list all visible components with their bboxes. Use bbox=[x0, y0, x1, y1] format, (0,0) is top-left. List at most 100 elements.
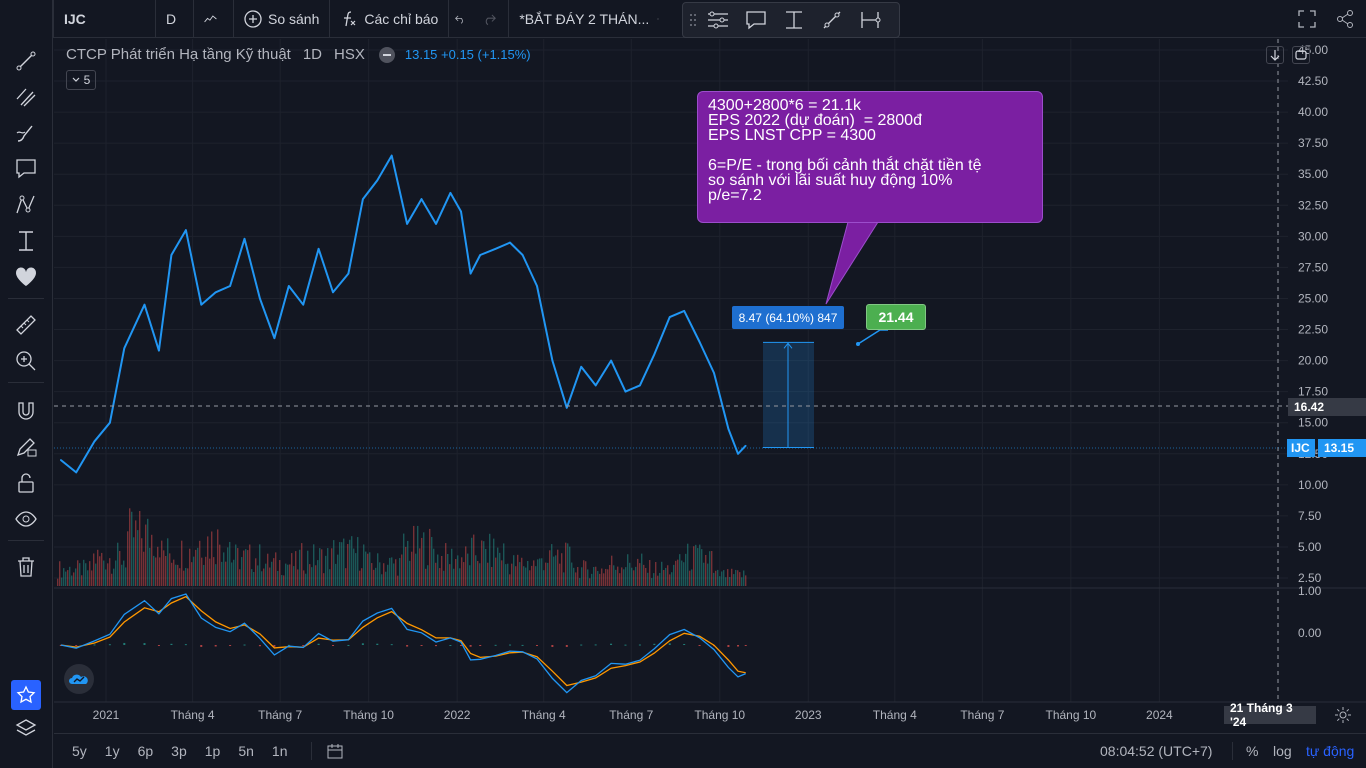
volume-bar bbox=[209, 558, 211, 586]
volume-bar bbox=[287, 564, 289, 586]
fullscreen-icon[interactable] bbox=[1296, 8, 1320, 30]
price-tick-label: 25.00 bbox=[1298, 291, 1328, 305]
brush-icon[interactable] bbox=[13, 120, 39, 146]
clock-label[interactable]: 08:04:52 (UTC+7) bbox=[1100, 743, 1213, 759]
range-button-5y[interactable]: 5y bbox=[72, 743, 87, 759]
pitchfork-icon[interactable] bbox=[13, 84, 39, 110]
trend-line-tool[interactable] bbox=[813, 3, 851, 37]
target-price-label[interactable]: 21.44 bbox=[866, 304, 926, 330]
legend-interval: 1D bbox=[302, 46, 323, 63]
undo-button[interactable] bbox=[449, 0, 477, 38]
volume-bar bbox=[285, 563, 287, 586]
volume-bar bbox=[499, 552, 501, 586]
annotation-line: 4300+2800*6 = 21.1k bbox=[708, 97, 862, 114]
volume-bar bbox=[195, 549, 197, 586]
symbol-search-button[interactable]: IJC bbox=[54, 0, 156, 38]
auto-scale-toggle[interactable]: tự động bbox=[1306, 743, 1355, 759]
macd-histogram-bar bbox=[184, 644, 187, 646]
volume-bar bbox=[373, 569, 375, 586]
volume-bar bbox=[731, 568, 733, 586]
chart-style-button[interactable] bbox=[194, 0, 234, 38]
volume-bar bbox=[325, 555, 327, 586]
volume-bar bbox=[271, 561, 273, 586]
date-range-tool[interactable] bbox=[851, 3, 889, 37]
macd-histogram-bar bbox=[668, 643, 671, 645]
compare-button[interactable]: So sánh bbox=[234, 0, 331, 38]
volume-bar bbox=[561, 553, 563, 586]
magnet-icon[interactable] bbox=[13, 398, 39, 424]
macd-histogram-bar bbox=[376, 643, 379, 645]
range-button-3p[interactable]: 3p bbox=[171, 743, 187, 759]
text-lines-tool[interactable] bbox=[699, 3, 737, 37]
volume-bar bbox=[223, 552, 225, 586]
text-note-icon[interactable] bbox=[13, 156, 39, 182]
symbol-label: IJC bbox=[64, 10, 86, 27]
macd-histogram-bar bbox=[434, 645, 437, 647]
volume-bar bbox=[701, 549, 703, 586]
volume-bar bbox=[465, 546, 467, 586]
volume-bar bbox=[159, 557, 161, 586]
volume-bar bbox=[737, 570, 739, 586]
range-button-1p[interactable]: 1p bbox=[204, 743, 221, 759]
trash-icon[interactable] bbox=[13, 554, 39, 580]
range-button-6p[interactable]: 6p bbox=[137, 743, 154, 759]
time-tick-label: Tháng 7 bbox=[960, 708, 1004, 722]
callout-tool[interactable] bbox=[737, 3, 775, 37]
volume-bar bbox=[371, 563, 373, 586]
layers-icon[interactable] bbox=[13, 716, 39, 742]
zoom-in-icon[interactable] bbox=[13, 348, 39, 374]
measure-range-icon[interactable] bbox=[13, 228, 39, 254]
date-range-picker-icon[interactable] bbox=[326, 743, 344, 759]
annotation-line: p/e=7.2 bbox=[708, 187, 762, 204]
lock-icon[interactable] bbox=[13, 470, 39, 496]
volume-bar bbox=[189, 548, 191, 586]
volume-bar bbox=[395, 559, 397, 586]
annotation-callout[interactable]: 4300+2800*6 = 21.1k EPS 2022 (dự đoán) = … bbox=[697, 91, 1043, 223]
volume-bar bbox=[643, 564, 645, 586]
time-tick-label: Tháng 7 bbox=[258, 708, 302, 722]
interval-button[interactable]: D bbox=[156, 0, 194, 38]
favorites-star-icon[interactable] bbox=[11, 680, 41, 710]
reset-scale-icon[interactable] bbox=[1292, 46, 1310, 64]
macd-tick-label: 0.00 bbox=[1298, 626, 1322, 640]
drag-handle-icon[interactable] bbox=[687, 3, 699, 37]
price-range-tool[interactable] bbox=[775, 3, 813, 37]
volume-bar bbox=[463, 562, 465, 586]
range-button-1n[interactable]: 1n bbox=[271, 743, 288, 759]
hide-series-icon[interactable] bbox=[378, 46, 395, 63]
indicators-button[interactable]: Các chỉ báo bbox=[330, 0, 450, 38]
volume-bar bbox=[653, 573, 655, 586]
ruler-icon[interactable] bbox=[13, 312, 39, 338]
volume-bar bbox=[429, 528, 431, 586]
volume-bar bbox=[651, 578, 653, 586]
eye-icon[interactable] bbox=[13, 506, 39, 532]
volume-bar bbox=[615, 569, 617, 586]
pattern-icon[interactable] bbox=[13, 192, 39, 218]
range-button-1y[interactable]: 1y bbox=[104, 743, 120, 759]
trend-line-icon[interactable] bbox=[13, 48, 39, 74]
volume-bar bbox=[469, 565, 471, 586]
price-tick-label: 20.00 bbox=[1298, 354, 1328, 368]
macd-histogram-bar bbox=[361, 643, 364, 645]
percent-scale-toggle[interactable]: % bbox=[1246, 743, 1259, 759]
volume-bar bbox=[305, 573, 307, 586]
volume-bar bbox=[329, 569, 331, 586]
redo-button[interactable] bbox=[477, 0, 510, 38]
volume-bar bbox=[627, 554, 629, 586]
collapsed-indicators-toggle[interactable]: 5 bbox=[66, 70, 96, 90]
volume-bar bbox=[141, 538, 143, 586]
volume-bar bbox=[229, 541, 231, 586]
pencil-lock-icon[interactable] bbox=[13, 434, 39, 460]
volume-bar bbox=[59, 561, 61, 586]
layout-name-button[interactable]: *BẮT ĐÁY 2 THÁN... bbox=[509, 0, 675, 38]
log-scale-toggle[interactable]: log bbox=[1273, 743, 1292, 759]
range-button-5n[interactable]: 5n bbox=[238, 743, 254, 759]
share-icon[interactable] bbox=[1334, 8, 1358, 30]
scroll-to-latest-icon[interactable] bbox=[1266, 46, 1284, 64]
heart-icon[interactable] bbox=[13, 264, 39, 290]
price-tick-label: 5.00 bbox=[1298, 540, 1322, 554]
macd-histogram-bar bbox=[737, 645, 740, 647]
volume-bar bbox=[121, 564, 123, 586]
time-axis-settings-icon[interactable] bbox=[1334, 706, 1352, 724]
